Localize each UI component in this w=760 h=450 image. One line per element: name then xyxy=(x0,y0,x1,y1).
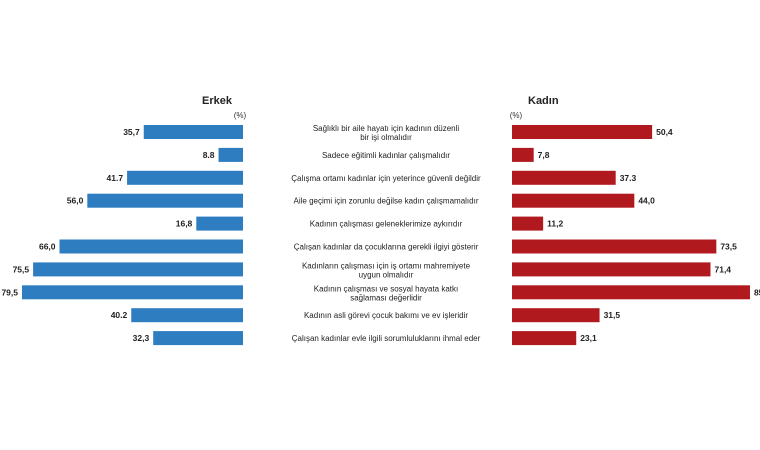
erkek-value-label: 79,5 xyxy=(1,287,18,297)
left-unit-label: (%) xyxy=(234,111,247,120)
category-label: Aile geçimi için zorunlu değilse kadın ç… xyxy=(294,197,479,206)
kadin-bar xyxy=(512,147,534,162)
kadin-value-label: 71,4 xyxy=(714,264,731,274)
kadin-value-label: 44,0 xyxy=(638,196,655,206)
kadin-value-label: 85,6 xyxy=(754,287,760,297)
erkek-bar xyxy=(59,239,243,254)
erkek-value-label: 8.8 xyxy=(203,150,215,160)
erkek-value-label: 41.7 xyxy=(107,173,124,183)
right-series-header: Kadın xyxy=(528,95,559,107)
erkek-bar xyxy=(21,285,243,300)
erkek-bar xyxy=(33,262,243,277)
kadin-bar xyxy=(512,216,544,231)
erkek-bar xyxy=(131,308,243,323)
erkek-bar xyxy=(196,216,243,231)
erkek-value-label: 75,5 xyxy=(13,264,30,274)
category-label: Kadının çalışması ve sosyal hayata katkı… xyxy=(314,284,459,302)
category-label: Kadınların çalışması için iş ortamı mahr… xyxy=(302,261,471,279)
kadin-bar xyxy=(512,125,653,139)
kadin-bar xyxy=(512,285,750,300)
kadin-bar xyxy=(512,331,577,346)
kadin-value-label: 11,2 xyxy=(547,219,563,229)
erkek-bar xyxy=(143,125,243,139)
category-label: Sadece eğitimli kadınlar çalışmalıdır xyxy=(322,151,450,160)
chart-bars: 35,7 50,4 Sağlıklı bir aile hayatı için ka… xyxy=(1,124,760,346)
erkek-value-label: 40.2 xyxy=(111,310,128,320)
category-label: Çalışma ortamı kadınlar için yeterince g… xyxy=(291,174,481,183)
category-label: Sağlıklı bir aile hayatı için kadının dü… xyxy=(313,124,460,142)
kadin-bar xyxy=(512,308,600,323)
erkek-bar xyxy=(127,170,243,185)
category-label: Çalışan kadınlar evle ilgili sorumlulukl… xyxy=(292,334,481,343)
erkek-value-label: 66,0 xyxy=(39,242,56,252)
kadin-value-label: 50,4 xyxy=(656,127,673,137)
kadin-value-label: 37.3 xyxy=(620,173,637,183)
left-series-header: Erkek xyxy=(202,95,233,107)
kadin-value-label: 73,5 xyxy=(720,242,737,252)
category-label: Kadının asli görevi çocuk bakımı ve ev i… xyxy=(304,311,468,320)
kadin-bar xyxy=(512,193,635,208)
kadin-value-label: 23,1 xyxy=(580,333,597,343)
right-unit-label: (%) xyxy=(510,111,523,120)
erkek-value-label: 32,3 xyxy=(133,333,150,343)
erkek-value-label: 35,7 xyxy=(123,127,140,137)
erkek-bar xyxy=(87,193,243,208)
erkek-bar xyxy=(218,147,243,162)
erkek-bar xyxy=(153,331,243,346)
erkek-value-label: 16,8 xyxy=(176,219,193,229)
kadin-bar xyxy=(512,262,711,277)
kadin-value-label: 7,8 xyxy=(538,150,550,160)
kadin-bar xyxy=(512,239,717,254)
category-label: Çalışan kadınlar da çocuklarına gerekli … xyxy=(294,243,479,252)
kadin-value-label: 31,5 xyxy=(604,310,621,320)
erkek-value-label: 56,0 xyxy=(67,196,84,206)
category-label: Kadının çalışması geleneklerimize aykırı… xyxy=(310,220,463,229)
kadin-bar xyxy=(512,170,616,185)
